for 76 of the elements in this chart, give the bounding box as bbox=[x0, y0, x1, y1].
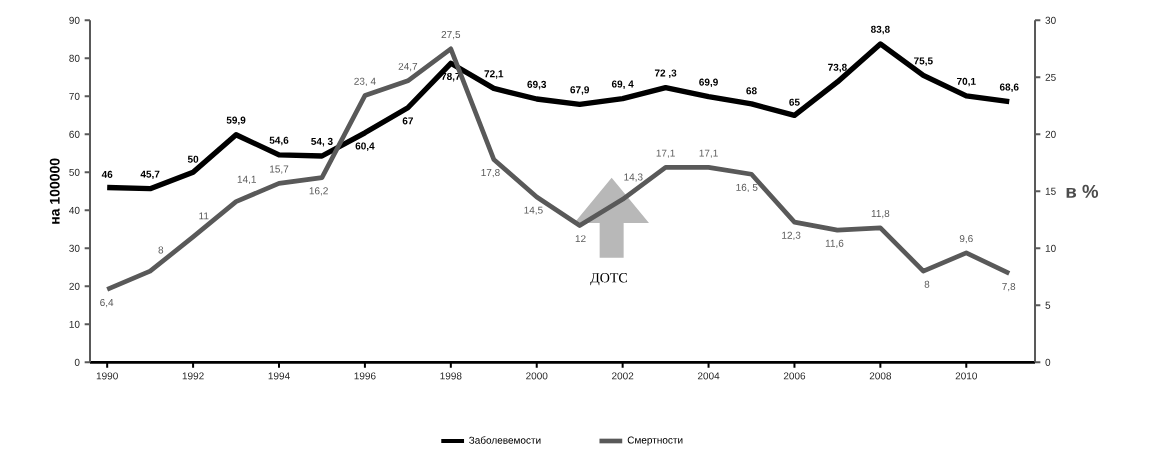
y-tick-label: 20 bbox=[69, 282, 80, 290]
data-label: 67 bbox=[402, 117, 413, 125]
data-label: 11,6 bbox=[825, 239, 844, 248]
y-tick-label: 50 bbox=[69, 168, 80, 176]
y-axis-title: на 100000 bbox=[49, 158, 60, 224]
x-tick-label: 1992 bbox=[182, 372, 204, 380]
x-tick-label: 2000 bbox=[526, 372, 548, 380]
data-label: 15,7 bbox=[270, 165, 289, 174]
data-label: 14,5 bbox=[524, 206, 543, 215]
legend-label: Смертности bbox=[627, 436, 683, 446]
data-label: 17,1 bbox=[699, 149, 718, 158]
data-label: 24,7 bbox=[398, 62, 418, 72]
data-label: 68 bbox=[746, 87, 757, 95]
data-label: 69,9 bbox=[699, 78, 718, 88]
y-tick-label: 60 bbox=[69, 130, 80, 138]
data-label: 70,1 bbox=[956, 77, 976, 87]
data-label: 16, 5 bbox=[736, 183, 758, 193]
y2-tick-label: 25 bbox=[1045, 73, 1056, 81]
data-label: 69,3 bbox=[527, 80, 547, 90]
x-tick-label: 2002 bbox=[612, 372, 634, 380]
data-label: 54,6 bbox=[269, 136, 289, 146]
data-label: 68,6 bbox=[999, 83, 1019, 93]
x-tick-label: 2008 bbox=[869, 372, 892, 380]
data-label: 14,1 bbox=[237, 175, 256, 184]
data-label: 9,6 bbox=[959, 235, 973, 244]
y-tick-label: 0 bbox=[74, 358, 80, 366]
y2-tick-label: 20 bbox=[1045, 130, 1056, 138]
y-tick-label: 70 bbox=[69, 92, 80, 100]
x-tick-label: 2004 bbox=[697, 372, 720, 380]
y-tick-label: 10 bbox=[69, 320, 80, 328]
y-tick-label: 90 bbox=[69, 16, 80, 24]
data-label: 23, 4 bbox=[354, 77, 376, 86]
data-label: 83,8 bbox=[870, 25, 890, 35]
x-tick-label: 2006 bbox=[783, 372, 806, 380]
data-label: 12 bbox=[575, 235, 586, 243]
data-label: 72 ,3 bbox=[654, 69, 677, 78]
data-label: 16,2 bbox=[309, 187, 328, 196]
data-label: 60,4 bbox=[355, 142, 375, 151]
y-tick-label: 80 bbox=[69, 54, 80, 62]
data-label: 69, 4 bbox=[611, 80, 634, 90]
y2-axis-title: в % bbox=[1066, 184, 1099, 198]
data-label: 11,8 bbox=[871, 209, 890, 219]
x-tick-label: 1994 bbox=[268, 372, 290, 380]
data-label: 73,8 bbox=[828, 63, 847, 73]
data-label: 46 bbox=[101, 170, 113, 178]
y-tick-label: 30 bbox=[69, 244, 80, 252]
y2-tick-label: 10 bbox=[1045, 244, 1056, 252]
x-tick-label: 2010 bbox=[955, 372, 977, 380]
y2-tick-label: 15 bbox=[1045, 187, 1056, 195]
data-label: 65 bbox=[789, 98, 800, 106]
data-label: 17,1 bbox=[656, 149, 675, 158]
y2-tick-label: 0 bbox=[1045, 358, 1051, 366]
data-label: 8 bbox=[158, 246, 164, 254]
y2-tick-label: 5 bbox=[1045, 301, 1051, 309]
data-label: 12,3 bbox=[782, 231, 801, 240]
data-label: 75,5 bbox=[914, 57, 933, 66]
data-label: 27,5 bbox=[441, 30, 461, 40]
x-tick-label: 1996 bbox=[354, 372, 376, 380]
data-label: 7,8 bbox=[1002, 283, 1016, 292]
data-label: 45,7 bbox=[140, 170, 160, 180]
data-label: 50 bbox=[187, 155, 199, 163]
data-label: 72,1 bbox=[484, 70, 504, 79]
data-label: 6,4 bbox=[100, 298, 114, 308]
x-tick-label: 1990 bbox=[96, 372, 118, 380]
data-label: 17,8 bbox=[481, 169, 500, 178]
data-label: 14,3 bbox=[624, 173, 643, 182]
y-tick-label: 40 bbox=[69, 206, 80, 214]
annotation: ДОТС bbox=[590, 273, 627, 286]
x-tick-label: 1998 bbox=[440, 372, 462, 380]
data-label: 11 bbox=[199, 212, 209, 220]
data-label: 67,9 bbox=[570, 86, 590, 95]
data-label: 54, 3 bbox=[311, 137, 333, 147]
legend-label: Заболевемости bbox=[469, 436, 541, 444]
data-label: 8 bbox=[924, 280, 930, 288]
data-label: 59,9 bbox=[226, 116, 246, 126]
y2-tick-label: 30 bbox=[1045, 16, 1056, 24]
